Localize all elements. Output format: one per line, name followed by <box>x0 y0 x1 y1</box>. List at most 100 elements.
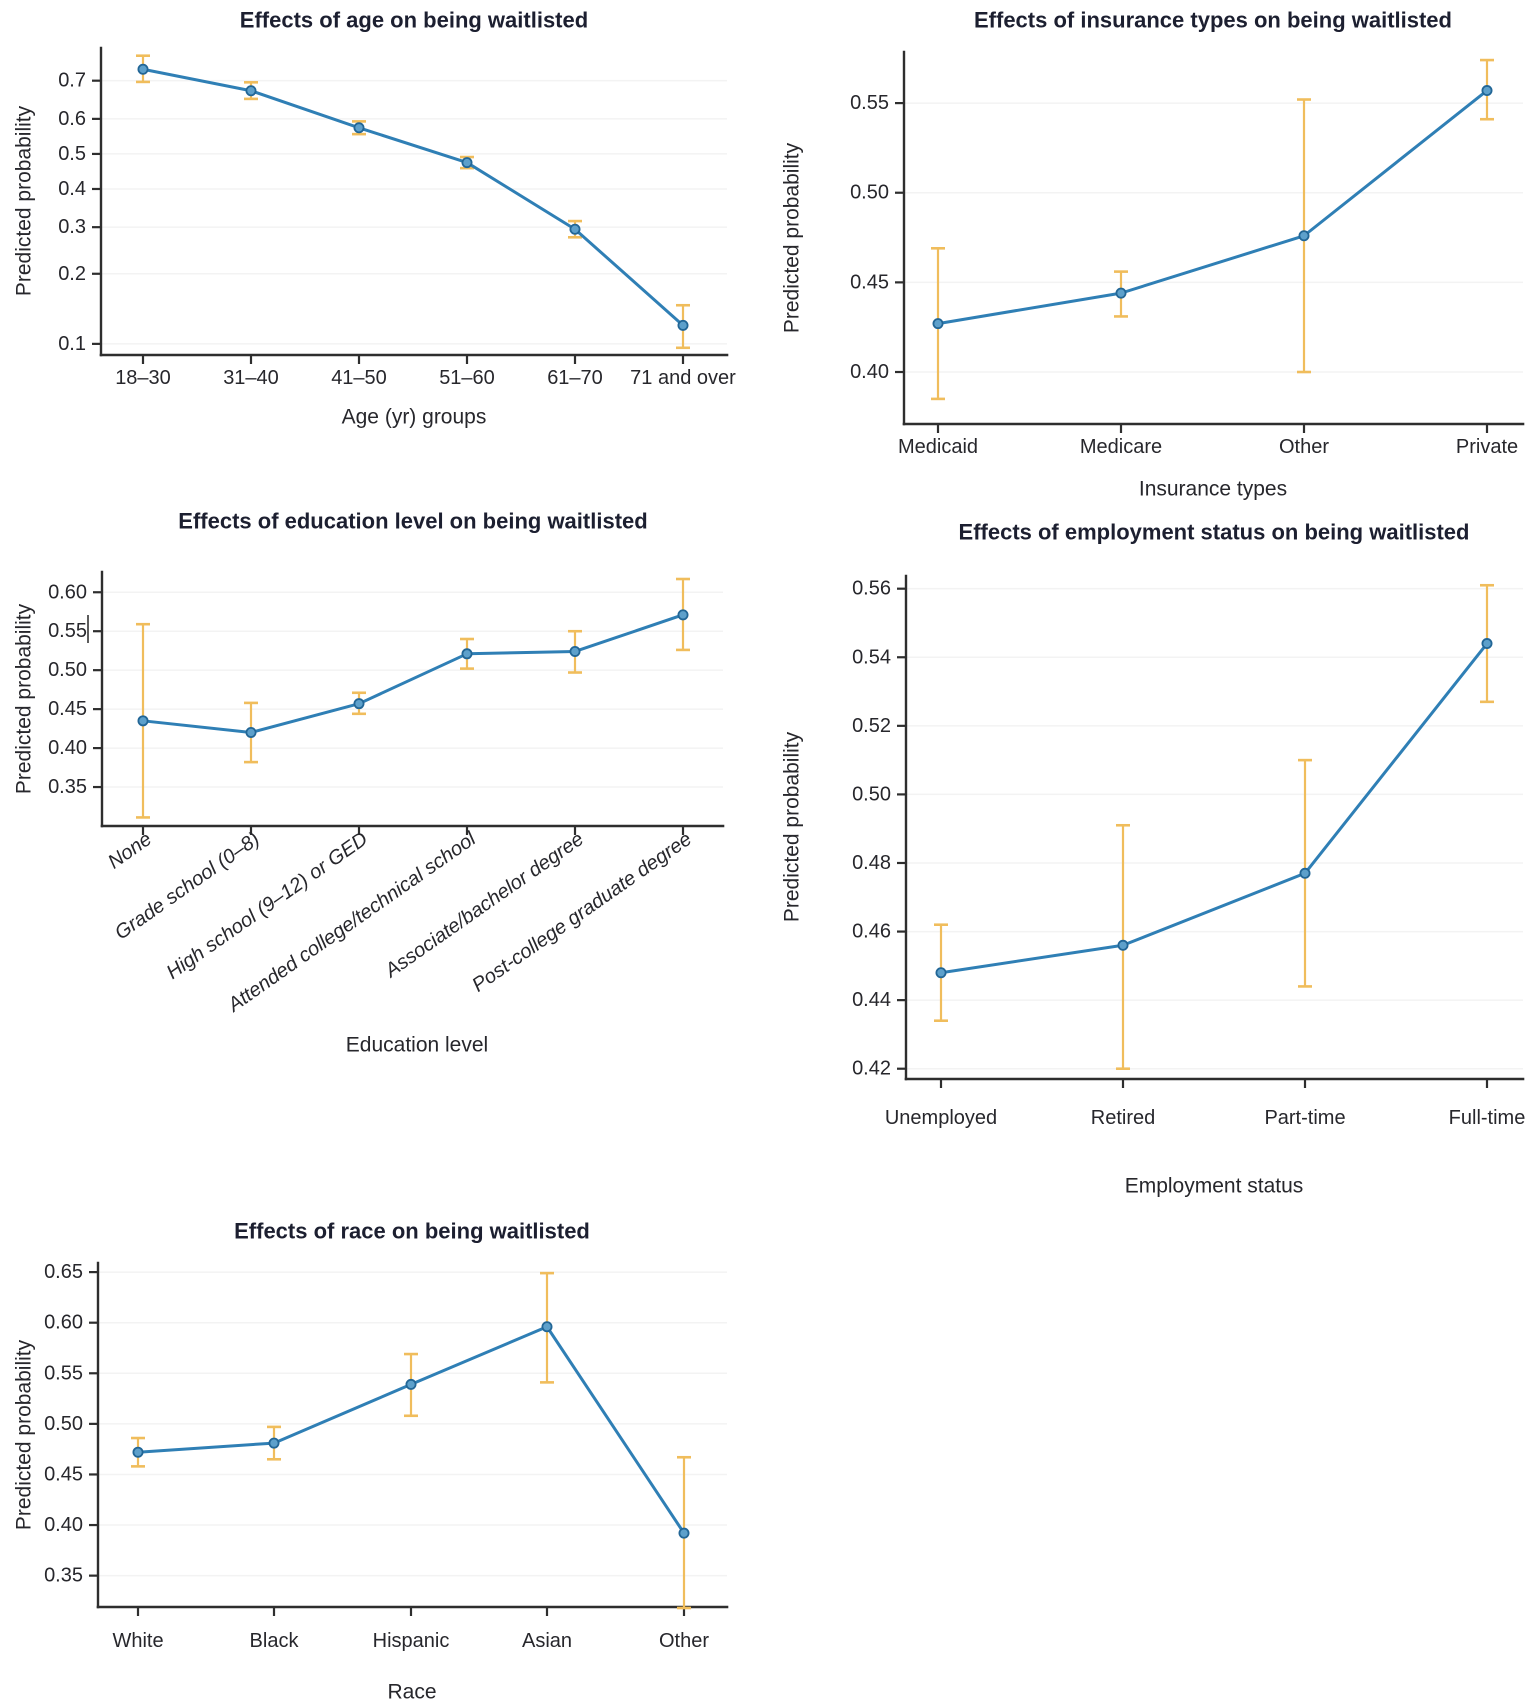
y-tick-label: 0.44 <box>852 989 891 1011</box>
chart-title: Effects of education level on being wait… <box>178 509 647 534</box>
y-tick-label: 0.40 <box>44 1514 83 1536</box>
x-tick-label: Other <box>659 1630 709 1652</box>
x-tick-label: Private <box>1456 436 1518 458</box>
y-tick-label: 0.45 <box>44 1463 83 1485</box>
y-axis-label: Predicted probability <box>781 142 804 333</box>
data-point <box>677 319 689 331</box>
series-line <box>940 642 1489 975</box>
x-axis-label: Age (yr) groups <box>342 406 487 429</box>
y-tick-label: 0.46 <box>852 921 891 943</box>
data-point <box>569 645 581 657</box>
y-tick-label: 0.48 <box>852 852 891 874</box>
x-tick-label: Full-time <box>1449 1107 1526 1129</box>
y-axis-label: Predicted probability <box>13 603 36 794</box>
chart-title: Effects of insurance types on being wait… <box>974 8 1452 33</box>
chart-title: Effects of age on being waitlisted <box>240 8 588 33</box>
x-axis-label: Education level <box>346 1034 488 1057</box>
chart-insurance: 0.40 0.45 0.50 0.55 Medicaid Medicare Other Pri… <box>781 8 1525 501</box>
x-tick-label: High school (9–12) or GED <box>163 828 372 984</box>
series-line <box>142 67 684 327</box>
x-tick-label: Post-college graduate degree <box>468 828 696 997</box>
y-tick-label: 0.50 <box>852 783 891 805</box>
chart-title: Effects of employment status on being wa… <box>959 520 1470 545</box>
y-tick-label: 0.7 <box>58 70 86 92</box>
chart-title: Effects of race on being waitlisted <box>234 1219 590 1244</box>
data-point <box>1115 287 1127 299</box>
y-axis-label: Predicted probability <box>13 1339 36 1530</box>
x-tick-label: None <box>104 828 156 873</box>
x-tick-label: White <box>112 1630 163 1652</box>
data-point <box>353 122 365 134</box>
y-tick-label: 0.50 <box>48 659 87 681</box>
y-tick-label: 0.3 <box>58 216 86 238</box>
x-tick-label: 61–70 <box>547 367 603 389</box>
y-tick-label: 0.60 <box>44 1312 83 1334</box>
series-line <box>142 613 684 735</box>
x-tick-label: 51–60 <box>439 367 495 389</box>
x-axis-label: Race <box>387 1681 436 1704</box>
y-tick-label: 0.40 <box>850 361 889 383</box>
y-tick-label: 0.35 <box>48 776 87 798</box>
y-tick-label: 0.54 <box>852 646 891 668</box>
x-tick-label: 18–30 <box>115 367 171 389</box>
y-tick-label: 0.45 <box>850 271 889 293</box>
x-tick-label: Hispanic <box>373 1630 450 1652</box>
y-tick-label: 0.52 <box>852 715 891 737</box>
y-tick-label: 0.1 <box>58 333 86 355</box>
y-tick-label: 0.4 <box>58 178 86 200</box>
chart-employment: 0.42 0.44 0.46 0.48 0.50 0.52 0.54 0.56 Unemploy… <box>781 520 1526 1198</box>
y-tick-label: 0.55 <box>850 92 889 114</box>
data-point <box>932 318 944 330</box>
x-tick-label: Unemployed <box>885 1107 997 1129</box>
data-point <box>678 1527 690 1539</box>
y-tick-label: 0.55 <box>44 1362 83 1384</box>
y-tick-label: 0.35 <box>44 1565 83 1587</box>
y-tick-label: 0.42 <box>852 1058 891 1080</box>
data-point <box>405 1378 417 1390</box>
y-axis-label: Predicted probability <box>781 731 804 922</box>
data-point <box>461 648 473 660</box>
data-point <box>137 715 149 727</box>
data-point <box>569 223 581 235</box>
data-point <box>353 698 365 710</box>
y-tick-label: 0.50 <box>44 1413 83 1435</box>
x-tick-label: 71 and over <box>630 367 736 389</box>
data-point <box>935 967 947 979</box>
chart-age: 0.1 0.2 0.3 0.4 0.5 0.6 0.7 18–30 31–40 41–50 51–6… <box>13 8 737 429</box>
series-line <box>937 89 1488 326</box>
y-tick-label: 0.2 <box>58 263 86 285</box>
y-tick-label: 0.40 <box>48 737 87 759</box>
data-point <box>461 157 473 169</box>
y-axis-label: Predicted probability <box>13 105 36 296</box>
data-point <box>1298 230 1310 242</box>
data-point <box>132 1446 144 1458</box>
y-tick-label: 0.5 <box>58 143 86 165</box>
data-point <box>245 85 257 97</box>
y-tick-label: 0.45 <box>48 698 87 720</box>
data-point <box>541 1321 553 1333</box>
x-tick-label: 41–50 <box>331 367 387 389</box>
y-tick-label: 0.6 <box>58 108 86 130</box>
x-axis-label: Insurance types <box>1139 478 1287 501</box>
x-tick-label: Asian <box>522 1630 572 1652</box>
y-tick-label: 0.65 <box>44 1261 83 1283</box>
data-point <box>1117 939 1129 951</box>
x-tick-label: Other <box>1279 436 1329 458</box>
x-tick-label: Part-time <box>1264 1107 1345 1129</box>
x-tick-label: Associate/bachelor degree <box>380 828 587 982</box>
x-axis-label: Employment status <box>1125 1175 1304 1198</box>
data-point <box>1481 85 1493 97</box>
data-point <box>677 609 689 621</box>
y-tick-label: 0.55 <box>48 620 87 642</box>
x-tick-label: Black <box>250 1630 300 1652</box>
data-point <box>268 1437 280 1449</box>
x-tick-label: Medicare <box>1080 436 1162 458</box>
x-tick-label: Medicaid <box>898 436 978 458</box>
data-point <box>1299 867 1311 879</box>
y-tick-label: 0.60 <box>48 581 87 603</box>
x-tick-label: Retired <box>1091 1107 1155 1129</box>
y-tick-label: 0.56 <box>852 578 891 600</box>
